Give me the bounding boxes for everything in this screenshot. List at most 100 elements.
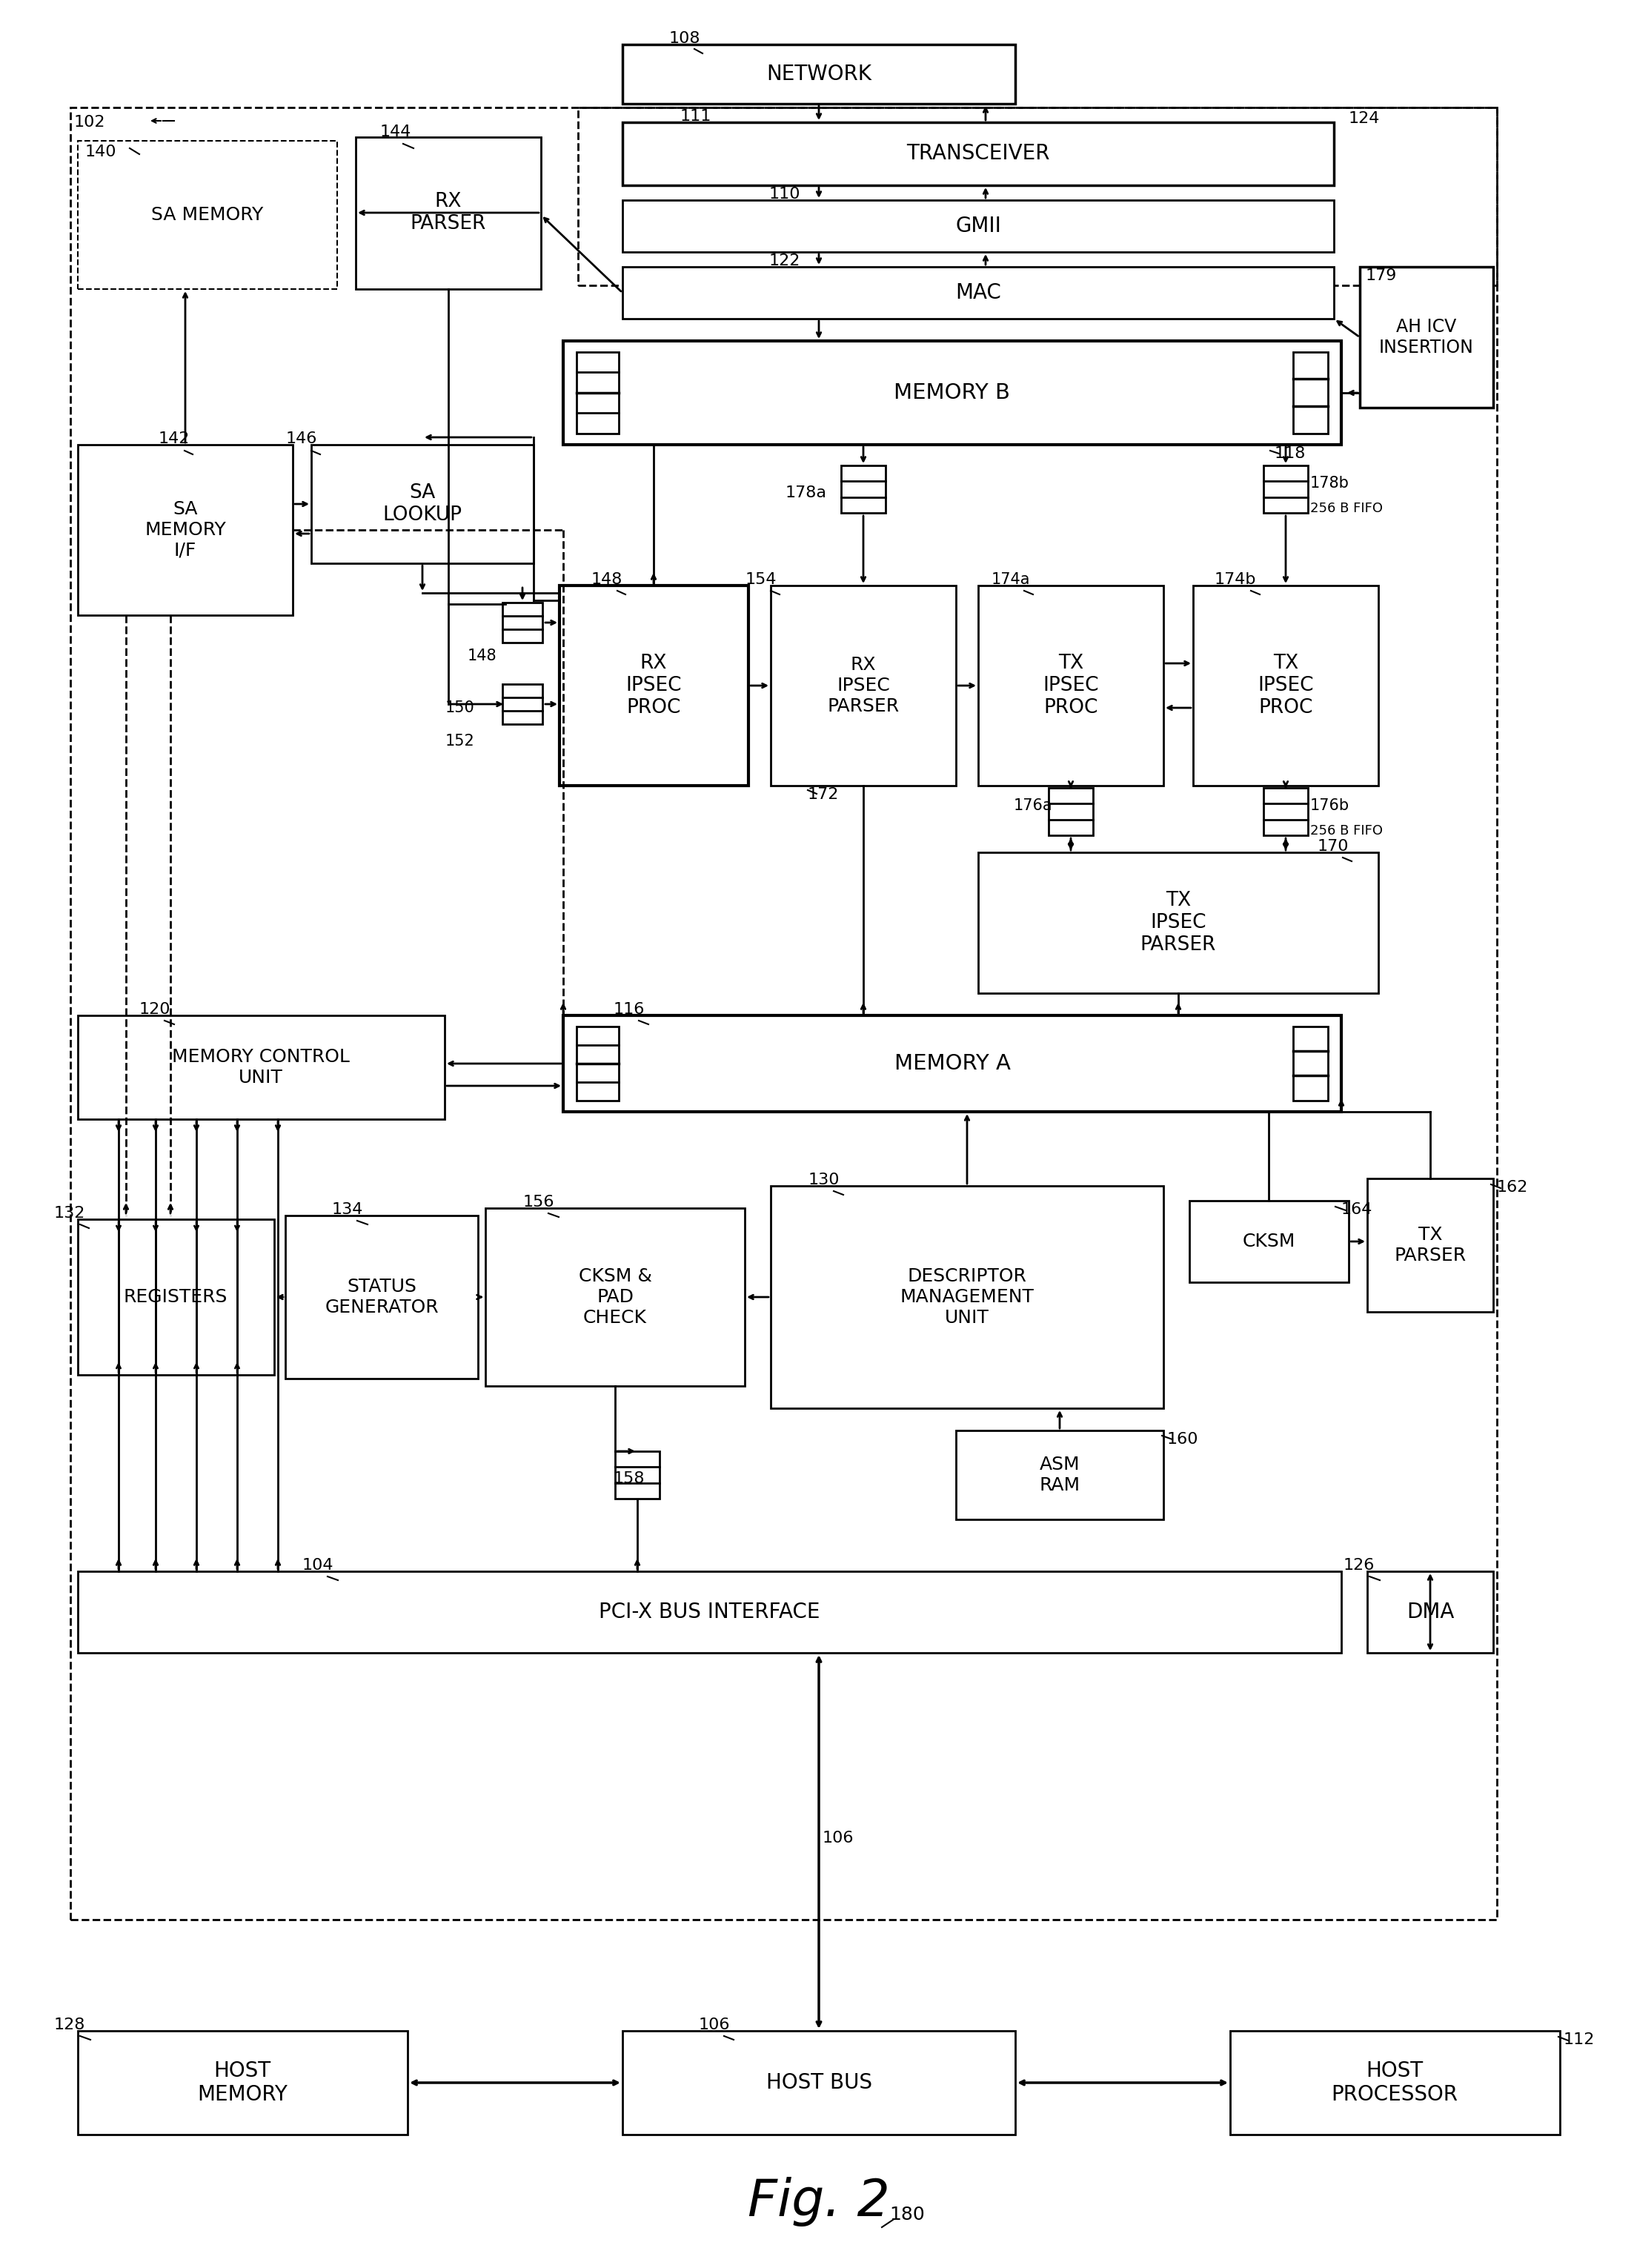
Bar (623, 2030, 1015, 2134)
Text: TX
IPSEC
PROC: TX IPSEC PROC (1042, 653, 1098, 717)
Bar (771, 1186, 1163, 1408)
Text: 110: 110 (770, 186, 801, 202)
Text: 134: 134 (332, 1202, 363, 1218)
Text: 140: 140 (85, 145, 116, 159)
Text: 122: 122 (770, 254, 801, 268)
Text: MEMORY CONTROL
UNIT: MEMORY CONTROL UNIT (172, 1048, 350, 1086)
Bar (356, 136, 541, 288)
Text: 148: 148 (467, 649, 497, 662)
Text: MAC: MAC (956, 284, 1002, 304)
Text: SA
LOOKUP: SA LOOKUP (382, 483, 462, 524)
Text: 180: 180 (889, 2207, 925, 2223)
Text: 142: 142 (158, 431, 190, 447)
Bar (310, 445, 534, 562)
Bar (1193, 585, 1379, 785)
Bar (1292, 352, 1328, 433)
Text: 178b: 178b (1310, 476, 1350, 490)
Bar (78, 445, 292, 615)
Text: 174a: 174a (992, 572, 1029, 587)
Bar (502, 603, 542, 642)
Text: RX
IPSEC
PARSER: RX IPSEC PARSER (827, 655, 899, 714)
Text: CKSM &
PAD
CHECK: CKSM & PAD CHECK (578, 1268, 652, 1327)
Bar (979, 585, 1163, 785)
Bar (78, 1220, 275, 1374)
Text: 256 B FIFO: 256 B FIFO (1310, 823, 1382, 837)
Text: SA
MEMORY
I/F: SA MEMORY I/F (144, 501, 225, 560)
Bar (559, 585, 748, 785)
Text: 116: 116 (613, 1002, 645, 1016)
Text: RX
IPSEC
PROC: RX IPSEC PROC (626, 653, 681, 717)
Text: HOST
PROCESSOR: HOST PROCESSOR (1332, 2059, 1458, 2105)
Text: MEMORY A: MEMORY A (894, 1052, 1010, 1075)
Bar (1190, 1200, 1348, 1281)
Text: PCI-X BUS INTERFACE: PCI-X BUS INTERFACE (598, 1601, 820, 1622)
Text: 162: 162 (1497, 1179, 1528, 1195)
Text: 156: 156 (523, 1195, 554, 1209)
Text: 132: 132 (54, 1207, 85, 1220)
Text: MEMORY B: MEMORY B (894, 383, 1010, 404)
Text: 170: 170 (1317, 839, 1348, 853)
Text: 126: 126 (1343, 1558, 1374, 1572)
Text: HOST
MEMORY: HOST MEMORY (198, 2059, 288, 2105)
Bar (577, 1027, 619, 1100)
Bar (623, 268, 1333, 320)
Text: 150: 150 (444, 701, 474, 714)
Text: 130: 130 (809, 1173, 840, 1188)
Text: 106: 106 (822, 1830, 855, 1846)
Bar (70, 107, 1497, 1919)
Bar (1049, 787, 1093, 835)
Bar (577, 352, 619, 433)
Text: STATUS
GENERATOR: STATUS GENERATOR (325, 1277, 438, 1315)
Text: 106: 106 (698, 2019, 730, 2032)
Text: 256 B FIFO: 256 B FIFO (1310, 501, 1382, 515)
Text: 174b: 174b (1214, 572, 1257, 587)
Text: 158: 158 (613, 1472, 645, 1486)
Text: SA MEMORY: SA MEMORY (152, 206, 263, 225)
Text: 120: 120 (139, 1002, 170, 1016)
Bar (1368, 1572, 1493, 1653)
Text: 172: 172 (807, 787, 840, 803)
Bar (78, 1016, 444, 1118)
Text: 146: 146 (286, 431, 317, 447)
Bar (1368, 1179, 1493, 1311)
Text: NETWORK: NETWORK (766, 64, 871, 84)
Text: 118: 118 (1275, 447, 1306, 460)
Text: GMII: GMII (956, 215, 1002, 236)
Text: HOST BUS: HOST BUS (766, 2073, 873, 2093)
Text: 108: 108 (668, 32, 701, 45)
Text: Fig. 2: Fig. 2 (748, 2177, 891, 2227)
Bar (78, 141, 337, 288)
Text: TRANSCEIVER: TRANSCEIVER (907, 143, 1051, 163)
Bar (956, 1431, 1163, 1520)
Text: TX
IPSEC
PARSER: TX IPSEC PARSER (1141, 891, 1216, 955)
Bar (1263, 787, 1307, 835)
Bar (1263, 465, 1307, 513)
Text: 176b: 176b (1310, 798, 1350, 812)
Text: 154: 154 (745, 572, 776, 587)
Text: 111: 111 (680, 109, 711, 125)
Text: 148: 148 (592, 572, 623, 587)
Text: 178a: 178a (786, 485, 827, 501)
Bar (502, 685, 542, 723)
Text: TX
IPSEC
PROC: TX IPSEC PROC (1258, 653, 1314, 717)
Bar (78, 2030, 407, 2134)
Bar (1292, 1027, 1328, 1100)
Bar (1359, 268, 1493, 408)
Bar (623, 45, 1015, 104)
Bar (771, 585, 956, 785)
Text: 144: 144 (379, 125, 412, 138)
Bar (564, 1016, 1342, 1111)
Text: 112: 112 (1564, 2032, 1595, 2048)
Text: 164: 164 (1342, 1202, 1373, 1218)
Text: DMA: DMA (1407, 1601, 1454, 1622)
Text: DESCRIPTOR
MANAGEMENT
UNIT: DESCRIPTOR MANAGEMENT UNIT (900, 1268, 1034, 1327)
Bar (1230, 2030, 1560, 2134)
Text: TX
PARSER: TX PARSER (1394, 1227, 1466, 1263)
Text: RX
PARSER: RX PARSER (410, 193, 487, 234)
Text: 128: 128 (54, 2019, 85, 2032)
Bar (614, 1452, 660, 1499)
Text: AH ICV
INSERTION: AH ICV INSERTION (1379, 318, 1474, 356)
Text: 160: 160 (1167, 1431, 1199, 1447)
Bar (578, 107, 1497, 286)
Text: 176a: 176a (1013, 798, 1052, 812)
